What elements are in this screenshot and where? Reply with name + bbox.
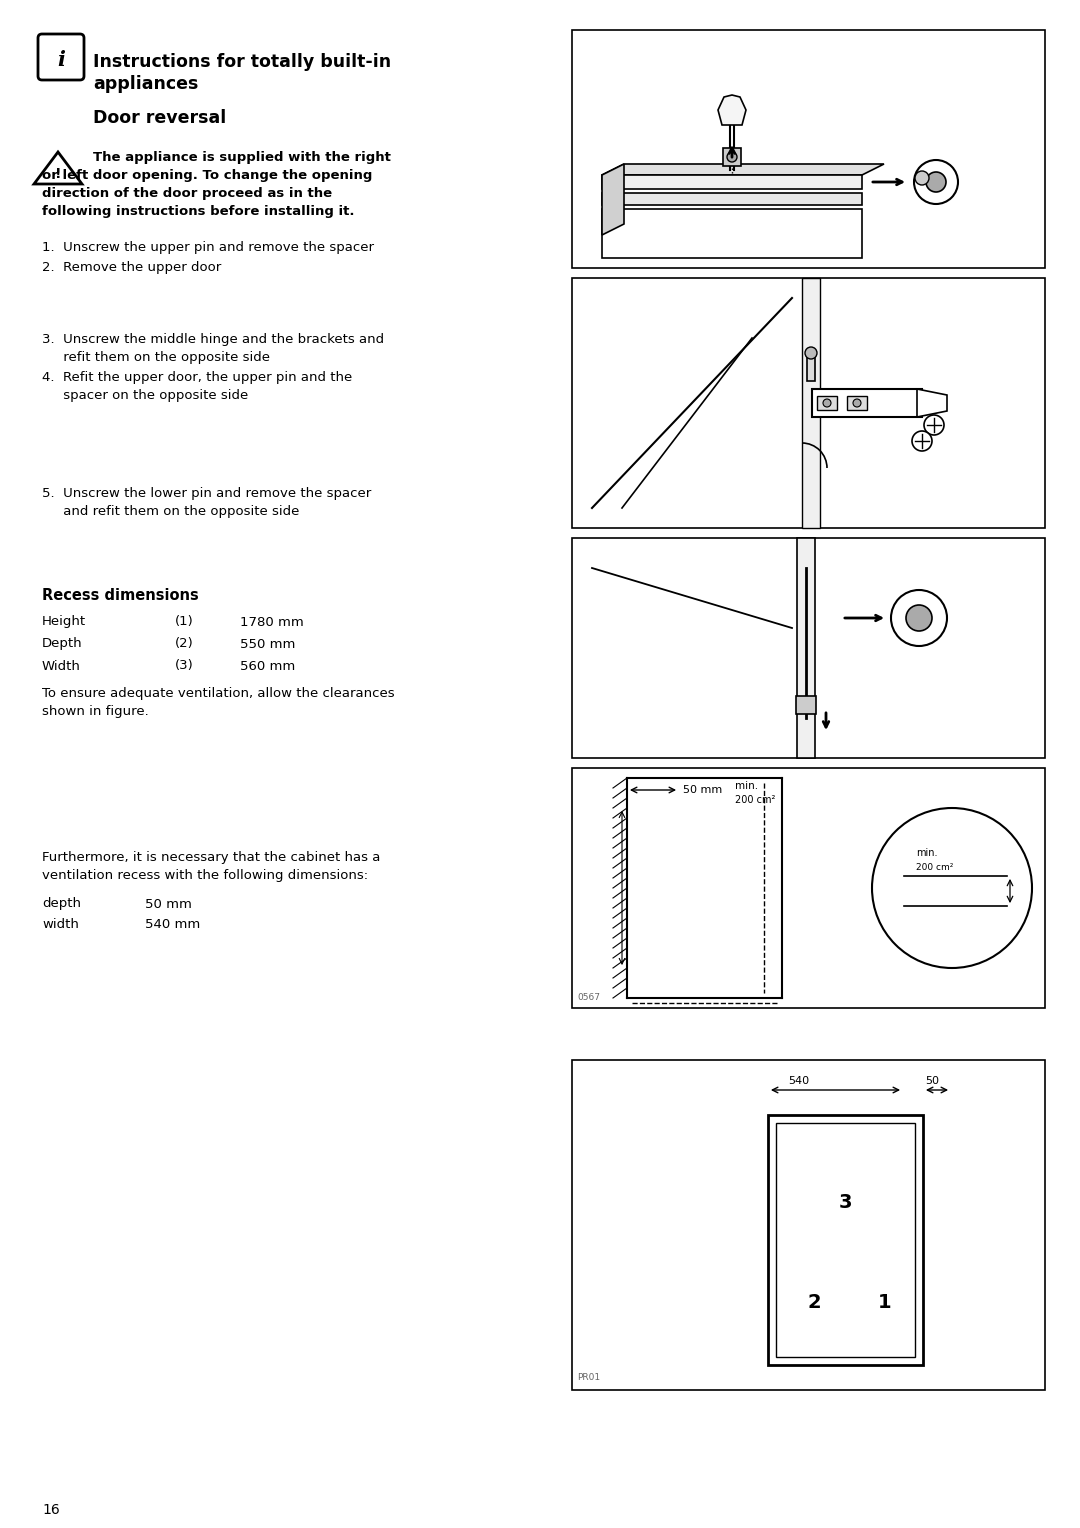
Text: Instructions for totally built-in: Instructions for totally built-in (93, 53, 391, 70)
Text: 3.  Unscrew the middle hinge and the brackets and: 3. Unscrew the middle hinge and the brac… (42, 333, 384, 347)
Text: Recess dimensions: Recess dimensions (42, 588, 199, 604)
Polygon shape (33, 151, 82, 183)
Text: 540: 540 (788, 1076, 809, 1086)
Circle shape (823, 399, 831, 406)
Text: following instructions before installing it.: following instructions before installing… (42, 205, 354, 219)
Text: 0567: 0567 (577, 993, 600, 1002)
Bar (723, 148, 741, 167)
Text: (2): (2) (175, 637, 193, 651)
Bar (847, 396, 867, 410)
Text: 50: 50 (924, 1076, 939, 1086)
Circle shape (924, 416, 944, 435)
Polygon shape (917, 390, 947, 417)
Bar (572, 1060, 1045, 1390)
Bar (768, 1115, 923, 1365)
Circle shape (891, 590, 947, 646)
Polygon shape (602, 163, 885, 176)
Polygon shape (718, 95, 746, 125)
Bar (572, 31, 1045, 267)
Text: The appliance is supplied with the right: The appliance is supplied with the right (93, 151, 391, 165)
Text: (3): (3) (175, 660, 193, 672)
Text: 16: 16 (42, 1504, 59, 1517)
Text: min.: min. (916, 848, 937, 859)
Text: min.: min. (735, 781, 758, 792)
Circle shape (926, 173, 946, 193)
Text: and refit them on the opposite side: and refit them on the opposite side (42, 506, 299, 518)
Circle shape (912, 431, 932, 451)
Text: 4.  Refit the upper door, the upper pin and the: 4. Refit the upper door, the upper pin a… (42, 371, 352, 385)
Circle shape (727, 151, 737, 162)
Circle shape (914, 160, 958, 205)
Text: spacer on the opposite side: spacer on the opposite side (42, 390, 248, 402)
Bar (602, 193, 862, 205)
Text: Furthermore, it is necessary that the cabinet has a: Furthermore, it is necessary that the ca… (42, 851, 380, 865)
Text: 560 mm: 560 mm (240, 660, 295, 672)
Text: 550 mm: 550 mm (240, 637, 295, 651)
Text: direction of the door proceed as in the: direction of the door proceed as in the (42, 188, 333, 200)
Bar (602, 209, 862, 258)
Polygon shape (602, 163, 624, 235)
Bar (812, 390, 922, 417)
Text: 3: 3 (838, 1193, 852, 1212)
Text: To ensure adequate ventilation, allow the clearances: To ensure adequate ventilation, allow th… (42, 688, 394, 700)
Text: 1: 1 (877, 1293, 891, 1313)
FancyBboxPatch shape (38, 34, 84, 79)
Text: ventilation recess with the following dimensions:: ventilation recess with the following di… (42, 869, 368, 883)
Bar (807, 353, 815, 380)
Text: 1780 mm: 1780 mm (240, 616, 303, 628)
Text: depth: depth (42, 897, 81, 911)
Text: 200 cm²: 200 cm² (735, 795, 775, 805)
Text: 5.  Unscrew the lower pin and remove the spacer: 5. Unscrew the lower pin and remove the … (42, 487, 372, 501)
Bar (797, 538, 815, 758)
Text: shown in figure.: shown in figure. (42, 706, 149, 718)
Text: (1): (1) (175, 616, 193, 628)
Circle shape (853, 399, 861, 406)
Text: i: i (57, 50, 65, 70)
Text: 50 mm: 50 mm (145, 897, 192, 911)
Text: width: width (42, 917, 79, 931)
Circle shape (805, 347, 816, 359)
Text: Height: Height (42, 616, 86, 628)
Bar (816, 396, 837, 410)
Text: refit them on the opposite side: refit them on the opposite side (42, 351, 270, 365)
Bar (777, 1123, 915, 1357)
Text: Depth: Depth (42, 637, 83, 651)
Text: 1.  Unscrew the upper pin and remove the spacer: 1. Unscrew the upper pin and remove the … (42, 241, 374, 255)
Bar (802, 278, 820, 529)
Text: 50 mm: 50 mm (683, 785, 723, 795)
Circle shape (906, 605, 932, 631)
Text: 2.  Remove the upper door: 2. Remove the upper door (42, 261, 221, 275)
Bar (572, 538, 1045, 758)
Text: Width: Width (42, 660, 81, 672)
Text: 200 cm²: 200 cm² (916, 863, 954, 872)
Circle shape (872, 808, 1032, 969)
Text: 2: 2 (808, 1293, 821, 1313)
Circle shape (915, 171, 929, 185)
Text: appliances: appliances (93, 75, 199, 93)
Text: !: ! (55, 167, 62, 180)
Bar (572, 769, 1045, 1008)
Text: PR01: PR01 (577, 1374, 600, 1381)
Text: Door reversal: Door reversal (93, 108, 226, 127)
Text: or left door opening. To change the opening: or left door opening. To change the open… (42, 170, 373, 182)
Bar (602, 176, 862, 189)
Bar (572, 278, 1045, 529)
Text: 540 mm: 540 mm (145, 917, 200, 931)
Bar (796, 695, 816, 714)
